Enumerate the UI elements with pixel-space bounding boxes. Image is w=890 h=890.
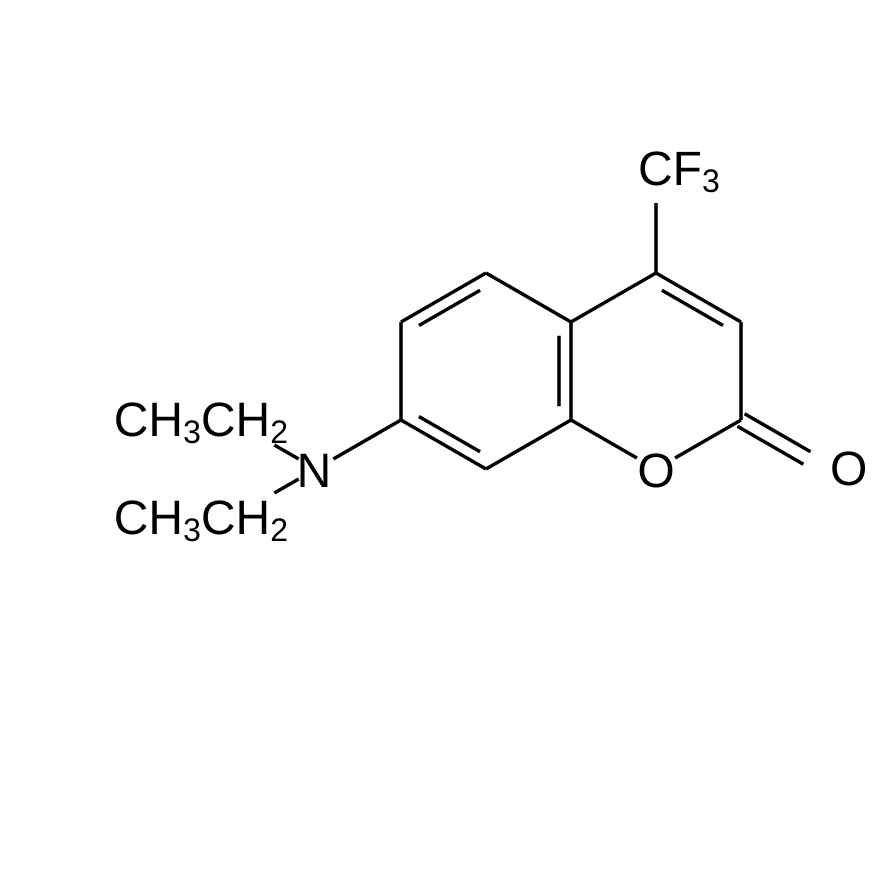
atom-labels: CF3 O O NCH3CH2 CH3CH2 bbox=[114, 143, 868, 549]
carbonyl-oxygen-label: O bbox=[830, 443, 867, 496]
ethyl-bottom-label: CH3CH2 bbox=[114, 492, 288, 549]
cf3-label: CF3 bbox=[638, 143, 720, 200]
nitrogen-label: N bbox=[297, 445, 332, 498]
bonds bbox=[274, 203, 810, 493]
molecule-diagram: CF3 O O NCH3CH2 CH3CH2 bbox=[0, 0, 890, 890]
ring-oxygen-label: O bbox=[637, 445, 674, 498]
ethyl-top-label: CH3CH2 bbox=[114, 394, 288, 451]
